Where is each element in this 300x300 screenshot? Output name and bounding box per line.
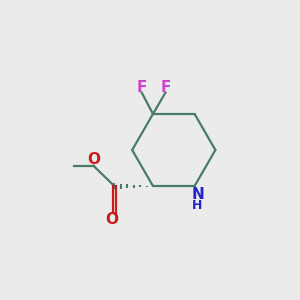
Text: H: H xyxy=(192,199,203,212)
Text: F: F xyxy=(136,80,147,95)
Text: O: O xyxy=(106,212,118,227)
Text: O: O xyxy=(87,152,100,167)
Text: F: F xyxy=(160,80,171,95)
Text: N: N xyxy=(191,187,204,202)
